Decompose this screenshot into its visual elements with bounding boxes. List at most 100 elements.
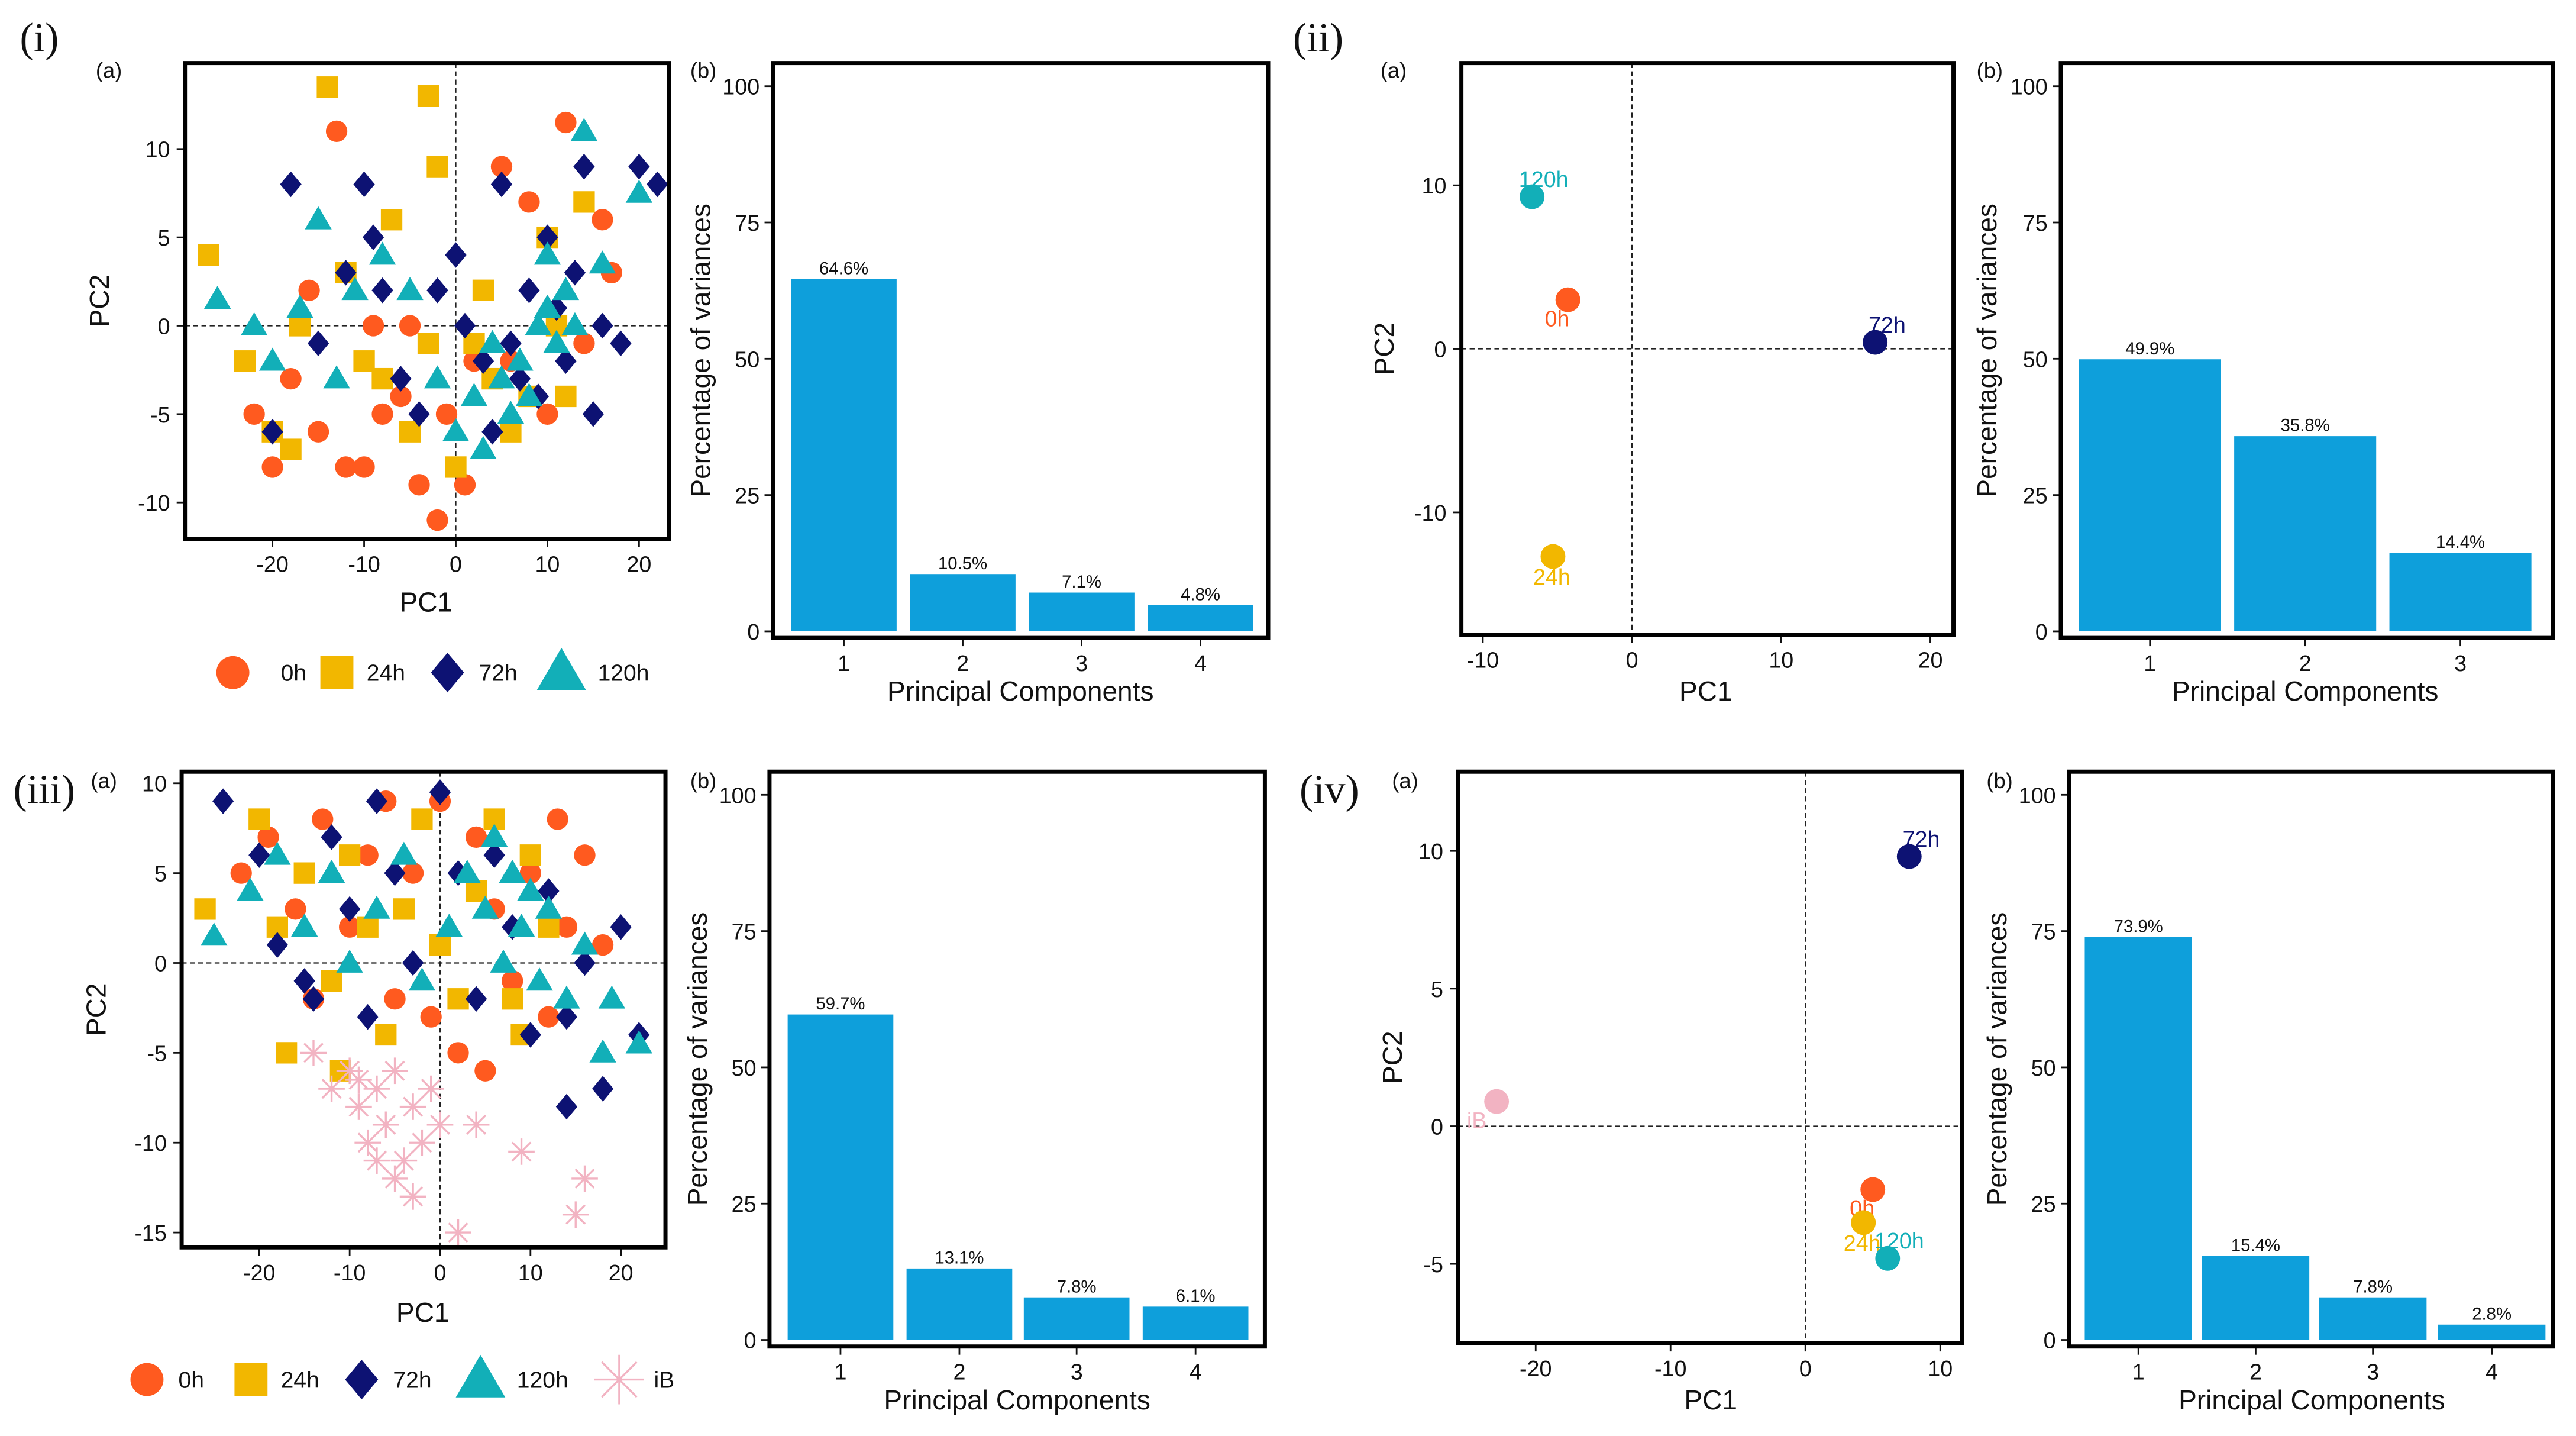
point-24h (519, 844, 541, 866)
point-label-24h: 24h (1844, 1231, 1881, 1256)
point-120h (471, 895, 499, 919)
y-tick-label: 0 (747, 619, 759, 644)
point-72h (408, 401, 430, 427)
point-24h (472, 279, 494, 301)
point-0h (538, 1006, 560, 1028)
point-iB (409, 1129, 435, 1156)
point-label-72h: 72h (1869, 312, 1906, 337)
point-iB (318, 1075, 345, 1102)
x-tick-label: 3 (2367, 1360, 2379, 1385)
point-120h (625, 1030, 652, 1054)
subplot-label-a: (a) (96, 59, 122, 83)
point-120h (442, 418, 470, 442)
x-tick-label: 10 (1928, 1356, 1953, 1381)
subplot-label-b: (b) (1977, 59, 2003, 83)
subplot-label-b: (b) (690, 59, 716, 83)
asterisk-stroke (367, 1150, 387, 1171)
point-72h (261, 418, 283, 445)
point-72h (564, 260, 586, 286)
point-120h (598, 985, 626, 1009)
point-0h (325, 120, 348, 143)
y-tick-label: 0 (2035, 619, 2048, 644)
point-24h (353, 350, 375, 372)
y-axis-title: PC2 (1377, 1031, 1408, 1084)
bar-pc2 (2234, 436, 2377, 631)
bar-value-label: 7.8% (2353, 1277, 2393, 1296)
point-72h (610, 330, 632, 357)
y-tick-label: 75 (2023, 211, 2048, 235)
plot-frame (767, 769, 1267, 1349)
y-tick-label: 75 (732, 919, 757, 944)
point-0h (257, 826, 279, 848)
point-iB (345, 1093, 372, 1120)
point-24h (338, 844, 361, 866)
point-72h (574, 950, 596, 976)
bar-pc3 (1029, 592, 1135, 631)
x-tick-label: 1 (838, 651, 850, 676)
point-24h (371, 367, 393, 390)
point-0h (402, 862, 424, 884)
y-tick-label: 75 (2031, 919, 2056, 944)
y-axis-title: Percentage of variances (1982, 912, 2012, 1206)
point-120h (286, 294, 313, 318)
x-tick-label: 3 (1075, 651, 1088, 676)
point-120h (201, 922, 228, 946)
point-72h (555, 1003, 578, 1030)
x-tick-label: 20 (1918, 647, 1943, 672)
point-0h (573, 333, 595, 354)
point-0h (298, 279, 320, 301)
point-24h (380, 209, 403, 231)
x-tick-label: 4 (1194, 651, 1207, 676)
legend-marker-72h (431, 653, 464, 693)
x-axis-title: Principal Components (2179, 1385, 2445, 1415)
point-120h (497, 401, 525, 424)
point-0h (362, 315, 384, 337)
point-iB (382, 1165, 408, 1192)
point-24h (445, 456, 467, 478)
plot-frame (2067, 769, 2555, 1349)
point-120h (490, 949, 517, 973)
x-tick-label: -10 (348, 551, 380, 576)
point-iB (571, 1165, 598, 1192)
point-0h (357, 844, 379, 866)
point-120h (390, 841, 418, 865)
bar-pc3 (2389, 553, 2532, 631)
point-0h (518, 191, 540, 213)
point-iB (345, 1066, 372, 1093)
point-24h (357, 916, 379, 938)
point-iB (463, 1111, 490, 1138)
bar-value-label: 15.4% (2231, 1235, 2280, 1255)
x-tick-label: -10 (1654, 1356, 1686, 1381)
point-72h (481, 418, 503, 445)
point-0h (285, 898, 306, 920)
subplot-label-a: (a) (1392, 769, 1418, 793)
y-tick-label: 0 (1434, 337, 1447, 362)
point-120h (508, 914, 535, 937)
point-0h (435, 403, 458, 425)
asterisk-stroke (367, 1079, 387, 1099)
point-120h (534, 241, 561, 265)
point-72h (509, 366, 531, 392)
panel-label: (ii) (1293, 15, 1343, 61)
point-120h (552, 277, 580, 301)
x-tick-label: -10 (334, 1260, 366, 1285)
bar-value-label: 7.8% (1057, 1277, 1097, 1296)
point-72h (353, 171, 375, 198)
point-72h (321, 824, 342, 850)
point-24h (316, 76, 338, 98)
point-120h (454, 859, 481, 883)
point-24h (289, 315, 311, 337)
point-120h (1520, 184, 1545, 209)
bar-value-label: 7.1% (1062, 572, 1101, 592)
x-tick-label: 0 (1799, 1356, 1812, 1381)
x-axis-title: PC1 (399, 586, 453, 617)
point-120h (479, 330, 506, 353)
asterisk-stroke (348, 1069, 369, 1090)
y-tick-label: -5 (1423, 1252, 1443, 1277)
legend-label-0h: 0h (179, 1368, 204, 1393)
point-24h (573, 191, 595, 213)
point-72h (490, 171, 513, 198)
point-0h (447, 1042, 469, 1064)
point-0h (536, 403, 558, 425)
bar-pc4 (2438, 1324, 2546, 1340)
